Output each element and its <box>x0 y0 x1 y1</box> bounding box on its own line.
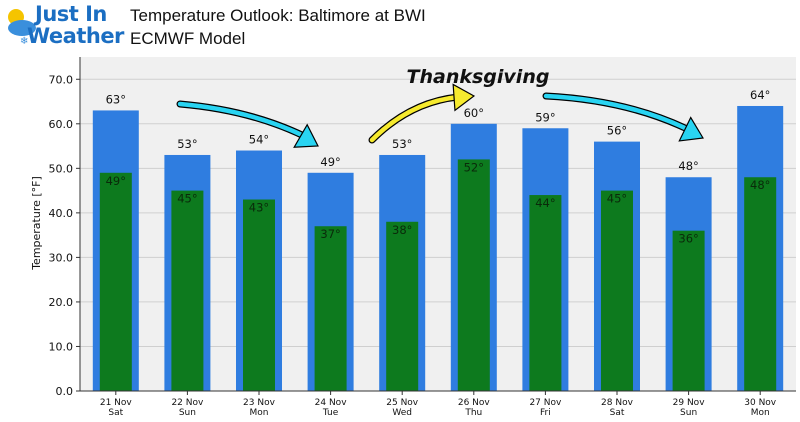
x-tick-label: 23 Nov <box>243 398 276 408</box>
x-tick-label: 30 Nov <box>744 398 777 408</box>
arrowhead <box>452 83 476 112</box>
low-temp-label: 52° <box>464 160 484 174</box>
low-temp-label: 36° <box>678 232 698 246</box>
x-tick-label: 27 Nov <box>529 398 562 408</box>
low-temp-bar <box>601 190 633 391</box>
x-tick-label: 21 Nov <box>100 398 133 408</box>
low-temp-label: 45° <box>177 192 197 206</box>
trend-arrows <box>176 83 704 148</box>
high-temp-label: 49° <box>320 155 340 169</box>
x-tick-label: 26 Nov <box>458 398 491 408</box>
chart-subtitle: ECMWF Model <box>130 29 246 48</box>
cyan-arrow-2-head <box>678 116 704 142</box>
y-tick-label: 70.0 <box>49 73 74 86</box>
low-temp-bar <box>529 195 562 391</box>
low-temp-bar <box>744 177 777 391</box>
chart-title: Temperature Outlook: Baltimore at BWI <box>130 6 426 25</box>
x-tick-label: Tue <box>322 408 339 418</box>
high-temp-label: 63° <box>106 92 126 106</box>
low-temp-label: 45° <box>607 192 627 206</box>
low-temp-bar <box>457 159 490 391</box>
x-tick-label: Sun <box>680 408 697 418</box>
low-temp-label: 48° <box>750 178 770 192</box>
x-tick-label: Sun <box>179 408 196 418</box>
high-temp-label: 60° <box>464 106 484 120</box>
x-tick-label: Mon <box>250 408 269 418</box>
cyan-arrow-2 <box>543 93 688 131</box>
low-temp-label: 43° <box>249 201 269 215</box>
yellow-arrow-head <box>452 83 476 112</box>
arrowhead <box>678 116 704 142</box>
arrowhead <box>293 123 319 148</box>
low-temp-label: 49° <box>106 174 126 188</box>
y-tick-label: 40.0 <box>49 207 74 220</box>
thanksgiving-annotation: Thanksgiving <box>407 66 550 88</box>
chart-title-block: Temperature Outlook: Baltimore at BWI EC… <box>130 4 426 50</box>
x-tick-label: 24 Nov <box>315 398 348 408</box>
x-tick-label: 28 Nov <box>601 398 634 408</box>
high-temp-label: 64° <box>750 88 770 102</box>
x-tick-label: Sat <box>610 408 625 418</box>
high-temp-label: 48° <box>678 159 698 173</box>
cyan-arrow-1-head <box>293 123 319 148</box>
low-temp-label: 38° <box>392 223 412 237</box>
low-temp-bar <box>243 199 275 391</box>
axis-ticks: 0.010.020.030.040.050.060.070.021 NovSat… <box>49 57 796 418</box>
low-temp-bar <box>672 230 705 391</box>
y-axis-label: Temperature [°F] <box>30 176 43 271</box>
high-temp-label: 53° <box>392 137 412 151</box>
x-tick-label: 22 Nov <box>171 398 204 408</box>
high-temp-label: 56° <box>607 124 627 138</box>
low-temp-bar <box>386 221 419 391</box>
x-tick-label: 29 Nov <box>673 398 706 408</box>
logo-text-line1: Just In <box>35 2 107 26</box>
x-tick-label: Wed <box>392 408 412 418</box>
sun-cloud-snow-icon: ❄ <box>8 9 36 47</box>
high-temp-label: 59° <box>535 110 555 124</box>
svg-text:❄: ❄ <box>20 36 28 47</box>
high-temp-label: 53° <box>177 137 197 151</box>
low-temp-bar <box>99 172 132 391</box>
x-tick-label: Mon <box>751 408 770 418</box>
low-temp-bar <box>171 190 204 391</box>
y-tick-label: 50.0 <box>49 162 74 175</box>
cyan-arrow-1 <box>177 101 307 139</box>
logo-text-line2: Weather <box>27 24 124 48</box>
x-tick-label: Fri <box>540 408 551 418</box>
y-tick-label: 0.0 <box>56 385 74 398</box>
bars: 63° 49° 53° 45° 54° 43° 49° 37° 53° 38° 60° 52° 59° 4… <box>92 88 784 392</box>
y-tick-label: 60.0 <box>49 118 74 131</box>
x-tick-label: Sat <box>108 408 123 418</box>
y-tick-label: 20.0 <box>49 296 74 309</box>
yellow-arrow <box>369 94 461 143</box>
low-temp-label: 37° <box>320 227 340 241</box>
x-tick-label: Thu <box>464 408 482 418</box>
x-tick-label: 25 Nov <box>386 398 419 408</box>
low-temp-label: 44° <box>535 196 555 210</box>
y-tick-label: 30.0 <box>49 251 74 264</box>
logo: ❄ Just In Weather <box>0 0 128 52</box>
y-tick-label: 10.0 <box>49 340 74 353</box>
high-temp-label: 54° <box>249 133 269 147</box>
low-temp-bar <box>314 226 347 391</box>
